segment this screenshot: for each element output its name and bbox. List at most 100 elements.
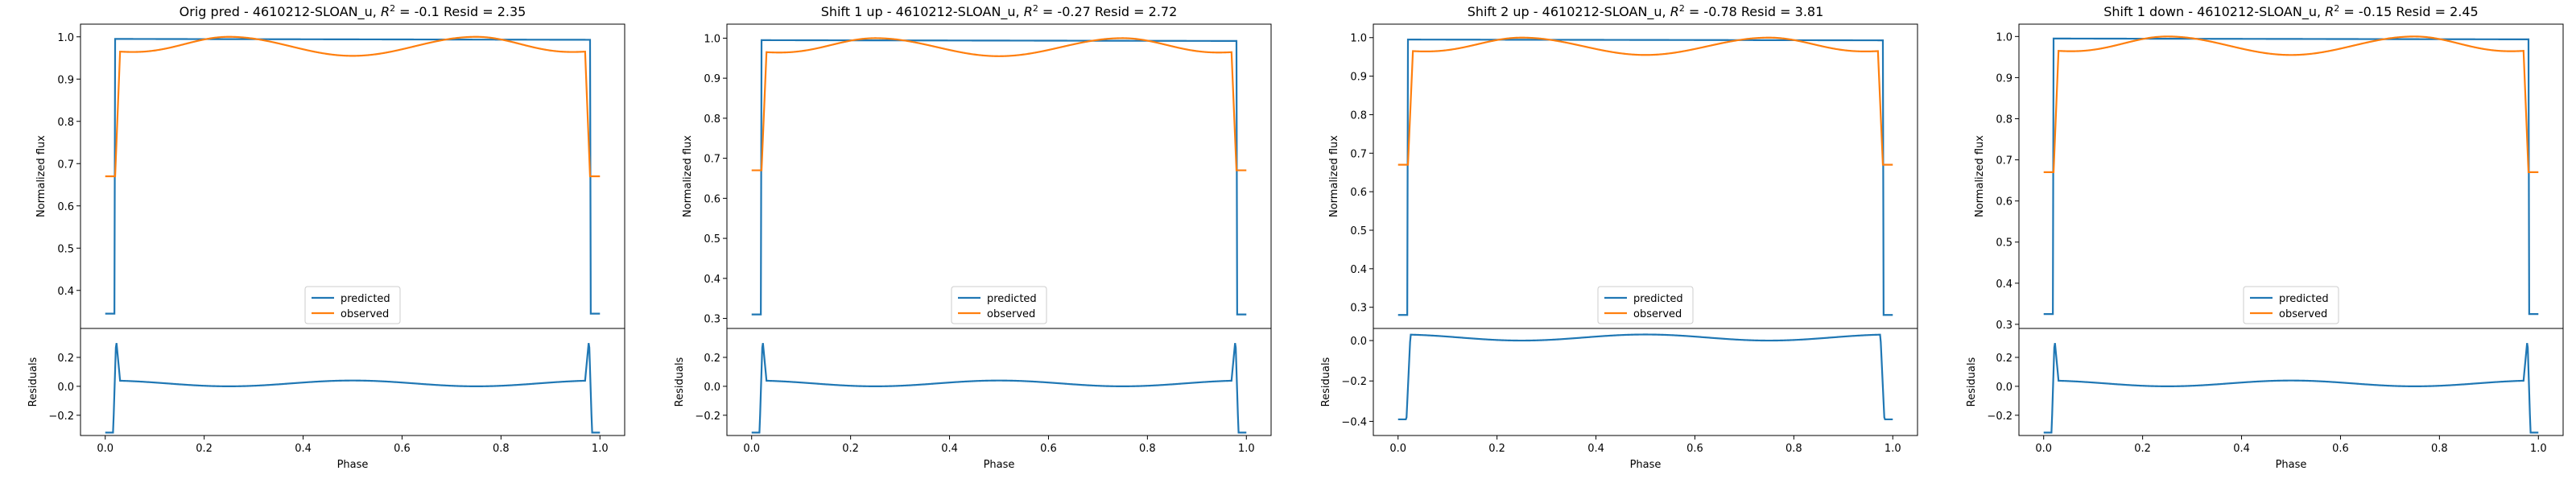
- residuals-line: [751, 342, 1247, 434]
- flux-axes: 0.3 0.4 0.5 0.6 0.7 0.8 0.9 1.0 Normalized flux p…: [682, 23, 1272, 329]
- flux-ytick-label: 0.9: [1350, 72, 1367, 84]
- xtick-label: 0.4: [2233, 443, 2250, 455]
- chart-panel-3: Shift 2 up - 4610212-SLOAN_u, R2 = -0.78…: [1320, 3, 1918, 471]
- predicted-line: [105, 38, 601, 315]
- flux-ylabel: Normalized flux: [1974, 135, 1986, 217]
- residuals-axes-frame: [1373, 328, 1918, 436]
- xtick-label: 0.4: [1587, 443, 1604, 455]
- xtick-label: 0.6: [394, 443, 411, 455]
- title-text: = -0.78 Resid = 3.81: [1685, 4, 1823, 19]
- flux-ytick-label: 0.9: [704, 73, 720, 85]
- flux-ytick-label: 0.7: [704, 154, 720, 166]
- legend-label: observed: [987, 308, 1035, 320]
- flux-ytick-label: 0.7: [1996, 155, 2013, 167]
- title-text: Shift 1 up - 4610212-SLOAN_u,: [821, 4, 1024, 20]
- xlabel: Phase: [1630, 459, 1662, 471]
- xtick-label: 0.4: [941, 443, 958, 455]
- xtick-label: 0.6: [1040, 443, 1057, 455]
- residuals-axes: −0.4 −0.2 0.0 Residuals 0.0 0.2 0.4 0.6 0.8 1.0 Ph…: [1320, 328, 1918, 471]
- legend-label: predicted: [341, 293, 390, 305]
- flux-ytick-label: 0.9: [57, 74, 74, 86]
- residuals-ytick-label: 0.0: [57, 382, 74, 394]
- observed-line: [2043, 35, 2539, 173]
- flux-ytick-label: 0.6: [57, 201, 74, 213]
- title-text: = -0.1 Resid = 2.35: [395, 4, 526, 19]
- flux-ytick-label: 0.3: [1996, 320, 2013, 332]
- predicted-line: [1397, 39, 1893, 316]
- title-sup: 2: [1679, 3, 1685, 14]
- xtick-label: 0.8: [2431, 443, 2448, 455]
- flux-axes: 0.3 0.4 0.5 0.6 0.7 0.8 0.9 1.0 Normalized flux p…: [1328, 23, 1918, 329]
- chart-title: Shift 1 up - 4610212-SLOAN_u, R2 = -0.27…: [821, 3, 1178, 20]
- xtick-label: 0.0: [97, 443, 114, 455]
- xtick-label: 0.6: [2332, 443, 2349, 455]
- xtick-label: 0.6: [1686, 443, 1703, 455]
- xtick-label: 0.8: [1785, 443, 1802, 455]
- legend-box: [1597, 286, 1694, 324]
- chart-panel-1: Orig pred - 4610212-SLOAN_u, R2 = -0.1 R…: [27, 3, 625, 471]
- chart-title: Shift 1 down - 4610212-SLOAN_u, R2 = -0.…: [2103, 3, 2478, 20]
- flux-ytick-label: 0.8: [1996, 114, 2013, 126]
- residuals-axes-frame: [2018, 328, 2564, 436]
- flux-ytick-label: 0.8: [1350, 109, 1367, 122]
- legend: predicted observed: [2243, 286, 2339, 324]
- residuals-line: [2043, 342, 2539, 434]
- xtick-label: 1.0: [592, 443, 609, 455]
- residuals-axes: −0.2 0.0 0.2 Residuals 0.0 0.2 0.4 0.6 0.8 1.0 Pha…: [1966, 328, 2564, 471]
- residuals-ytick-label: −0.2: [1987, 411, 2013, 423]
- flux-ytick-label: 0.4: [704, 274, 720, 286]
- residuals-axes-frame: [80, 328, 625, 436]
- flux-ytick-label: 1.0: [704, 33, 720, 45]
- residuals-ylabel: Residuals: [674, 357, 686, 407]
- flux-ytick-label: 0.5: [1350, 225, 1367, 237]
- title-sup: 2: [1033, 3, 1038, 14]
- title-r2: R: [381, 4, 390, 19]
- title-text: Shift 2 up - 4610212-SLOAN_u,: [1468, 4, 1670, 20]
- title-text: Shift 1 down - 4610212-SLOAN_u,: [2103, 4, 2325, 20]
- flux-ylabel: Normalized flux: [35, 135, 47, 217]
- title-text: = -0.27 Resid = 2.72: [1038, 4, 1177, 19]
- xtick-label: 0.8: [493, 443, 510, 455]
- xtick-label: 0.2: [196, 443, 213, 455]
- flux-ytick-label: 0.6: [704, 193, 720, 205]
- flux-ytick-label: 1.0: [1350, 33, 1367, 45]
- flux-ytick-label: 0.3: [704, 314, 720, 326]
- residuals-ytick-label: 0.0: [1350, 336, 1367, 348]
- title-sup: 2: [390, 3, 395, 14]
- residuals-ytick-label: −0.2: [695, 411, 720, 423]
- residuals-ytick-label: −0.4: [1341, 416, 1367, 428]
- flux-ytick-label: 0.5: [1996, 237, 2013, 250]
- flux-ylabel: Normalized flux: [682, 135, 694, 217]
- flux-ylabel: Normalized flux: [1328, 135, 1340, 217]
- residuals-line: [105, 342, 601, 434]
- flux-ytick-label: 0.5: [57, 243, 74, 255]
- title-r2: R: [1024, 4, 1033, 19]
- residuals-ytick-label: −0.2: [48, 411, 74, 423]
- xtick-label: 0.2: [1488, 443, 1505, 455]
- title-text: = -0.15 Resid = 2.45: [2339, 4, 2478, 19]
- xtick-label: 0.8: [1139, 443, 1156, 455]
- chart-title: Shift 2 up - 4610212-SLOAN_u, R2 = -0.78…: [1468, 3, 1824, 20]
- residuals-ytick-label: 0.0: [1996, 382, 2013, 394]
- residuals-ytick-label: 0.0: [704, 382, 720, 394]
- xtick-label: 1.0: [2530, 443, 2547, 455]
- legend-box: [951, 286, 1047, 324]
- flux-ytick-label: 0.7: [1350, 148, 1367, 160]
- flux-ytick-label: 0.3: [1350, 303, 1367, 315]
- chart-panel-2: Shift 1 up - 4610212-SLOAN_u, R2 = -0.27…: [674, 3, 1272, 471]
- predicted-line: [751, 39, 1247, 316]
- observed-line: [1397, 36, 1893, 166]
- xlabel: Phase: [2276, 459, 2307, 471]
- residuals-axes: −0.2 0.0 0.2 Residuals 0.0 0.2 0.4 0.6 0.8 1.0 Pha…: [674, 328, 1272, 471]
- flux-ytick-label: 1.0: [1996, 31, 2013, 43]
- flux-ytick-label: 1.0: [57, 32, 74, 44]
- xtick-label: 1.0: [1885, 443, 1901, 455]
- flux-ytick-label: 0.8: [704, 114, 720, 126]
- residuals-ytick-label: 0.2: [1996, 353, 2013, 365]
- chart-panel-4: Shift 1 down - 4610212-SLOAN_u, R2 = -0.…: [1966, 3, 2564, 471]
- residuals-axes: −0.2 0.0 0.2 Residuals 0.0 0.2 0.4 0.6 0.8 1.0 Pha…: [27, 328, 625, 471]
- legend: predicted observed: [304, 286, 401, 324]
- legend: predicted observed: [1597, 286, 1694, 324]
